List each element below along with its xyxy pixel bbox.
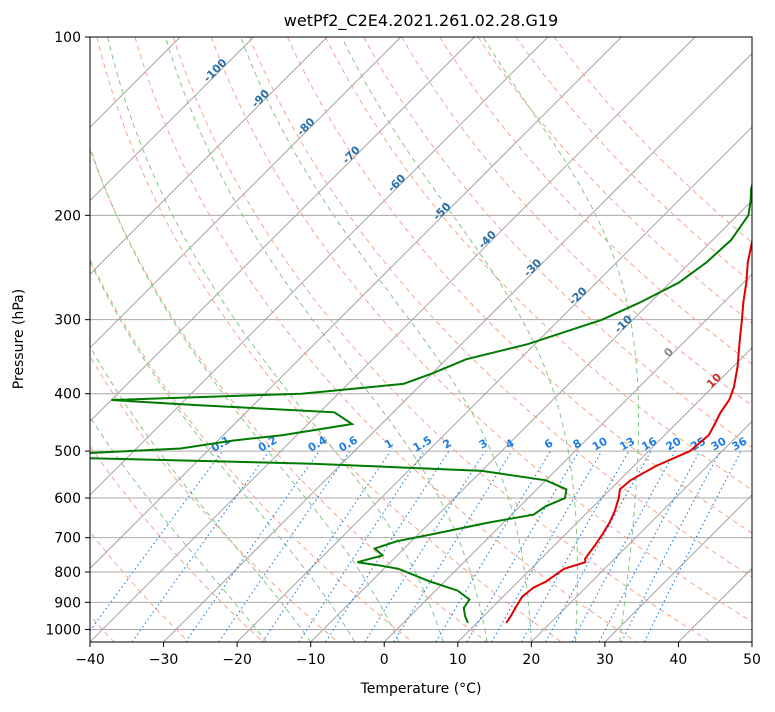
mixing-ratio-label: 4: [503, 436, 516, 451]
mixing-ratio-line: [219, 451, 350, 642]
isotherm-line: [90, 37, 695, 642]
x-tick-label: −30: [149, 652, 179, 668]
isotherm-label: -60: [385, 171, 408, 194]
isotherm-label: 20: [749, 399, 769, 419]
y-tick-label: 200: [54, 208, 81, 224]
isotherm-line: [237, 37, 775, 642]
isotherm-label: -70: [340, 143, 363, 166]
mixing-ratio-line: [326, 451, 449, 642]
mixing-ratio-line: [82, 451, 223, 642]
x-tick-label: −20: [222, 652, 252, 668]
y-axis-title: Pressure (hPa): [11, 289, 27, 389]
temperature-profile-line: [506, 37, 775, 623]
background-lines: [0, 37, 775, 642]
moist-adiabat-line: [0, 37, 311, 642]
isotherm-line: [458, 37, 775, 642]
mixing-ratio-line: [263, 451, 391, 642]
isotherm-line: [678, 37, 775, 642]
x-tick-label: 0: [380, 652, 389, 668]
mixing-ratio-label: 6: [542, 436, 555, 451]
mixing-ratio-line: [467, 451, 579, 642]
dry-adiabat-line: [21, 37, 413, 642]
dry-adiabat-line: [135, 37, 636, 642]
y-tick-label: 800: [54, 565, 81, 581]
moist-adiabat-line: [241, 37, 532, 642]
moist-adiabat-line: [166, 37, 488, 642]
x-axis-title: Temperature (°C): [360, 681, 482, 697]
isotherm-line: [752, 37, 775, 642]
y-axis-ticks: 100 200 300 400 500 600 700 800 900 1000: [45, 30, 90, 638]
isotherm-line: [0, 37, 254, 642]
dry-adiabat-line: [478, 37, 775, 642]
mixing-ratio-line: [599, 451, 700, 642]
isotherm-label: -100: [201, 56, 230, 85]
mixing-ratio-label: 1: [382, 437, 395, 452]
dry-adiabat-line: [0, 37, 189, 642]
mixing-ratio-line: [394, 451, 512, 642]
isotherm-line: [0, 37, 474, 642]
moist-adiabat-line: [62, 37, 399, 642]
y-tick-label: 300: [54, 313, 81, 329]
plot-frame: [90, 37, 752, 642]
mixing-ratio-line: [132, 451, 269, 642]
isotherm-label: -90: [249, 87, 272, 110]
dry-adiabat-line: [440, 37, 775, 642]
x-tick-label: 40: [670, 652, 688, 668]
y-tick-label: 100: [54, 30, 81, 46]
dry-adiabat-line: [0, 37, 338, 642]
isotherm-label: -10: [612, 312, 635, 335]
dry-adiabat-line: [0, 37, 263, 642]
x-tick-label: −40: [75, 652, 105, 668]
dry-adiabat-line: [554, 37, 775, 642]
y-tick-label: 1000: [45, 622, 81, 638]
y-tick-label: 900: [54, 595, 81, 611]
y-tick-label: 600: [54, 491, 81, 507]
dry-adiabat-line: [97, 37, 562, 642]
mixing-ratio-label: 2: [441, 437, 454, 452]
isotherm-line: [0, 37, 401, 642]
mixing-ratio-line: [299, 451, 424, 642]
x-tick-label: −10: [296, 652, 326, 668]
mixing-ratio-label: 3: [477, 437, 490, 452]
x-tick-label: 30: [596, 652, 614, 668]
y-tick-label: 400: [54, 387, 81, 403]
dry-adiabat-line: [516, 37, 775, 642]
x-axis-ticks: −40 −30 −20 −10 0 10 20 30 40 50: [75, 642, 761, 668]
isotherm-label: -40: [476, 228, 499, 251]
isotherm-label: -30: [521, 256, 544, 279]
profile-series: [26, 37, 775, 623]
isotherm-line: [164, 37, 769, 642]
x-tick-label: 50: [743, 652, 761, 668]
x-tick-label: 20: [522, 652, 540, 668]
chart-title: wetPf2_C2E4.2021.261.02.28.G19: [284, 11, 558, 31]
isotherm-line: [0, 37, 327, 642]
mixing-ratio-line: [644, 451, 741, 642]
isotherm-line: [531, 37, 775, 642]
y-tick-label: 700: [54, 531, 81, 547]
moist-adiabat-line: [483, 37, 638, 642]
isotherm-label: -20: [566, 284, 589, 307]
dry-adiabat-line: [59, 37, 487, 642]
y-tick-label: 500: [54, 444, 81, 460]
dewpoint-profile-line: [26, 37, 775, 623]
isotherm-label: 10: [704, 370, 724, 390]
x-tick-label: 10: [449, 652, 467, 668]
isotherm-label: -50: [430, 200, 453, 223]
isotherm-line: [16, 37, 621, 642]
